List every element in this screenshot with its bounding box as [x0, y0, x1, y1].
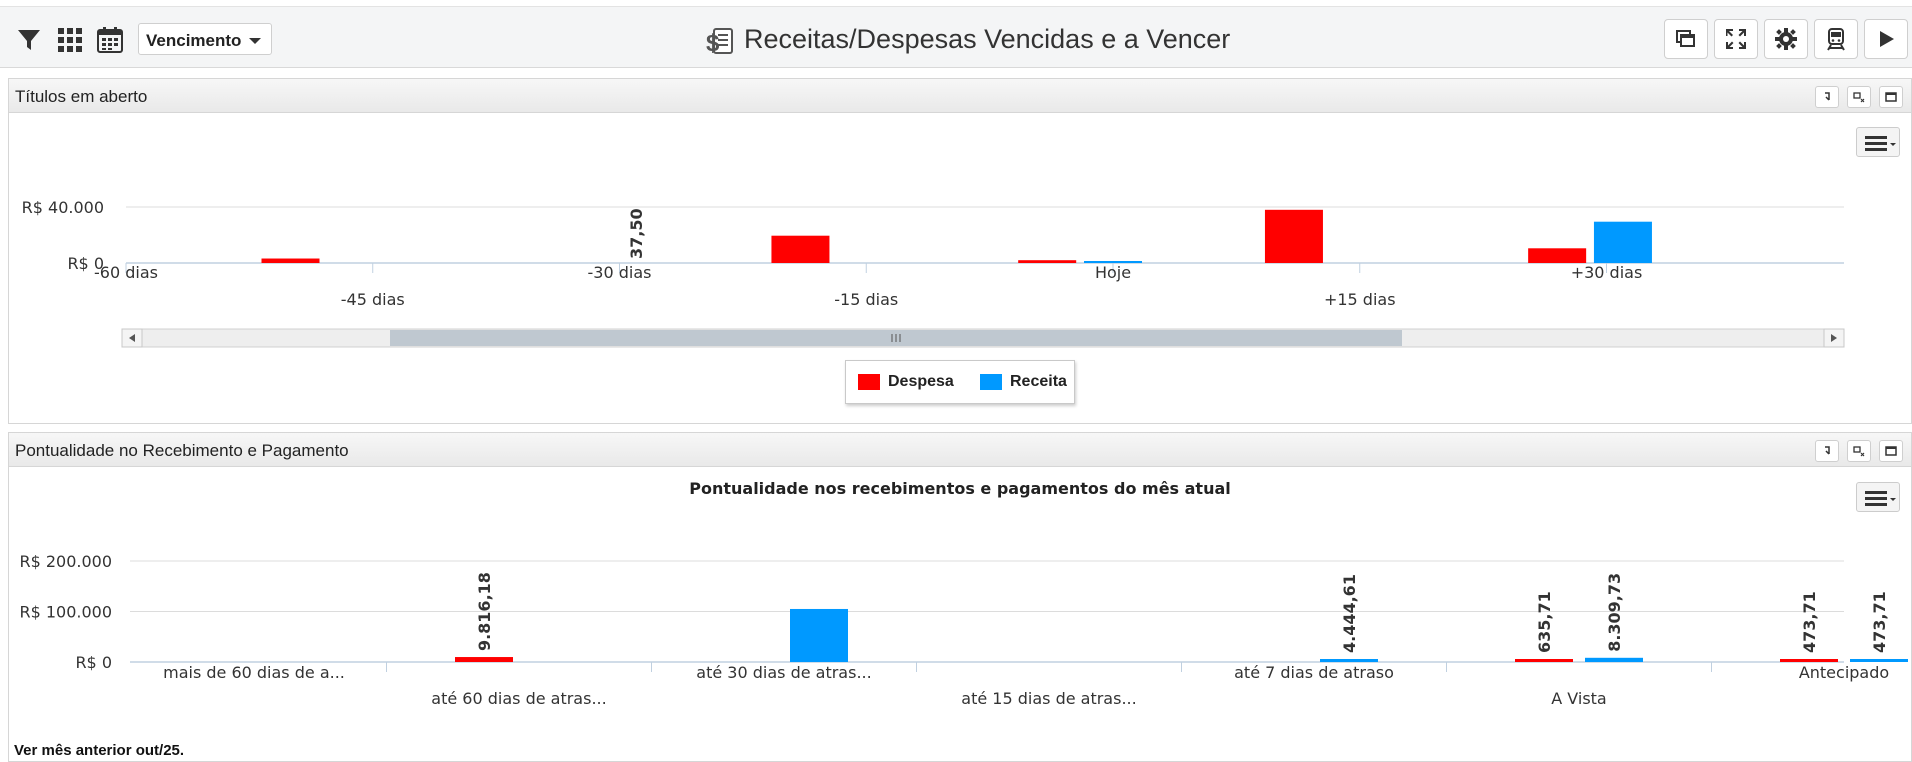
page-title: Receitas/Despesas Vencidas e a Vencer [744, 24, 1231, 54]
bar-despesa[interactable] [455, 657, 513, 662]
bar-despesa[interactable] [1264, 209, 1323, 263]
panel-title: Pontualidade no Recebimento e Pagamento [15, 441, 349, 460]
bar-receita[interactable] [1850, 659, 1908, 662]
x-tick-label: A Vista [1551, 689, 1606, 708]
legend-label: Despesa [888, 373, 954, 390]
chart-menu-button[interactable] [1856, 482, 1900, 512]
data-label: 473,71 [1870, 591, 1889, 653]
data-label: 37,50 [627, 208, 646, 259]
chevron-down-icon [249, 38, 261, 44]
grid-icon[interactable] [55, 25, 85, 55]
refresh-icon [1825, 446, 1830, 455]
dropdown-value: Vencimento [146, 31, 242, 50]
data-label: 9.816,18 [475, 572, 494, 651]
maximize-icon [1885, 446, 1897, 456]
bar-despesa[interactable] [1018, 260, 1077, 263]
x-tick-label: +15 dias [1324, 290, 1396, 309]
x-tick-label: -60 dias [94, 263, 158, 282]
y-tick-label: R$ 200.000 [19, 552, 112, 571]
bar-despesa[interactable] [261, 258, 320, 263]
x-tick-label: Antecipado [1799, 663, 1889, 682]
chart-legend: Despesa Receita [845, 360, 1075, 404]
legend-item-despesa[interactable]: Despesa [858, 373, 954, 391]
x-tick-label: até 30 dias de atras... [696, 663, 871, 682]
hamburger-icon [1865, 491, 1896, 506]
hamburger-icon [1865, 136, 1896, 151]
play-icon [1880, 31, 1894, 47]
chevron-right-icon [1831, 334, 1837, 342]
gear-icon [1775, 28, 1797, 50]
x-tick-label: -45 dias [341, 290, 405, 309]
refresh-icon [1825, 92, 1830, 101]
x-tick-label: até 15 dias de atras... [961, 689, 1136, 708]
panel-header: Títulos em aberto [9, 79, 1911, 113]
restore-icon [1853, 92, 1865, 103]
x-tick-label: mais de 60 dias de a... [163, 663, 345, 682]
chevron-left-icon [129, 334, 135, 342]
play-button[interactable] [1864, 19, 1908, 59]
bar-receita[interactable] [790, 608, 848, 662]
y-tick-label: R$ 0 [67, 254, 104, 273]
legend-swatch-receita [980, 374, 1002, 390]
data-label: 4.444,61 [1340, 574, 1359, 653]
refresh-button[interactable] [1815, 86, 1839, 108]
bar-receita[interactable] [1084, 261, 1142, 263]
x-tick-label: -30 dias [588, 263, 652, 282]
fullscreen-icon [1726, 29, 1746, 49]
maximize-icon [1885, 92, 1897, 102]
x-tick-label: até 60 dias de atras... [431, 689, 606, 708]
bar-receita[interactable] [1593, 221, 1652, 263]
previous-month-link[interactable]: Ver mês anterior out/25. [14, 742, 185, 759]
panel-title: Títulos em aberto [15, 87, 148, 106]
chart-title: Pontualidade nos recebimentos e pagament… [689, 479, 1231, 498]
maximize-button[interactable] [1879, 440, 1903, 462]
legend-label: Receita [1010, 373, 1067, 390]
toolbar: Vencimento $ Receitas/Despesas Vencidas … [0, 6, 1912, 68]
restore-button[interactable] [1847, 440, 1871, 462]
data-label: 473,71 [1800, 591, 1819, 653]
date-field-dropdown[interactable]: Vencimento [138, 23, 272, 55]
y-tick-label: R$ 40.000 [22, 198, 104, 217]
calendar-icon[interactable] [95, 25, 125, 55]
y-tick-label: R$ 100.000 [19, 603, 112, 622]
bar-despesa[interactable] [771, 235, 830, 263]
svg-text:$: $ [706, 30, 720, 57]
y-tick-label: R$ 0 [75, 653, 112, 672]
x-tick-label: -15 dias [834, 290, 898, 309]
train-icon [1827, 28, 1845, 51]
maximize-button[interactable] [1879, 86, 1903, 108]
panel-header: Pontualidade no Recebimento e Pagamento [9, 433, 1911, 467]
bar-receita[interactable] [1320, 659, 1378, 662]
legend-swatch-despesa [858, 374, 880, 390]
settings-button[interactable] [1764, 19, 1808, 59]
x-tick-label: Hoje [1095, 263, 1131, 282]
fullscreen-button[interactable] [1714, 19, 1758, 59]
legend-item-receita[interactable]: Receita [980, 373, 1067, 391]
refresh-button[interactable] [1815, 440, 1839, 462]
bar-despesa[interactable] [1528, 248, 1587, 263]
x-tick-label: +30 dias [1571, 263, 1643, 282]
slideshow-button[interactable] [1814, 19, 1858, 59]
restore-icon [1853, 446, 1865, 457]
copy-window-icon [1676, 30, 1695, 47]
bar-despesa[interactable] [1780, 659, 1838, 662]
copy-window-button[interactable] [1664, 19, 1708, 59]
money-report-icon: $ [704, 25, 738, 59]
filter-icon[interactable] [14, 25, 44, 55]
panel-punctuality: Pontualidade no Recebimento e Pagamento [8, 432, 1912, 762]
data-label: 635,71 [1535, 591, 1554, 653]
data-label: 8.309,73 [1605, 573, 1624, 652]
x-tick-label: até 7 dias de atraso [1234, 663, 1394, 682]
bar-receita[interactable] [1585, 657, 1643, 662]
chart-menu-button[interactable] [1856, 127, 1900, 157]
restore-button[interactable] [1847, 86, 1871, 108]
bar-despesa[interactable] [1515, 659, 1573, 662]
